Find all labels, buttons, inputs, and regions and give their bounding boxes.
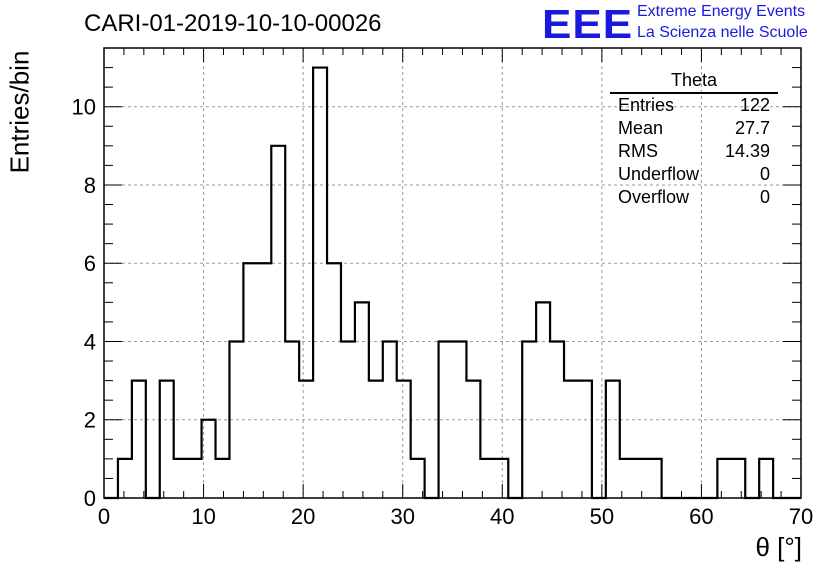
y-tick-label: 4: [84, 329, 96, 354]
stats-value: 122: [739, 95, 770, 115]
stats-row: Underflow 0: [610, 163, 778, 186]
stats-row: Entries 122: [610, 94, 778, 117]
stats-value: 27.7: [734, 118, 770, 138]
stats-value: 0: [759, 164, 770, 184]
y-tick-label: 0: [84, 486, 96, 511]
logo-subtitle-2: La Scienza nelle Scuole: [637, 24, 808, 41]
y-tick-label: 2: [84, 408, 96, 433]
plot-frame: [103, 47, 802, 499]
x-tick-label: 30: [390, 504, 414, 529]
stats-row: RMS 14.39: [610, 140, 778, 163]
logo-subtitle-1: Extreme Energy Events: [637, 3, 806, 20]
x-tick-label: 70: [789, 504, 813, 529]
stats-value: 14.39: [724, 141, 770, 161]
stats-label: RMS: [618, 141, 658, 161]
x-tick-label: 20: [291, 504, 315, 529]
eee-logo: EEE: [542, 2, 634, 48]
x-tick-label: 50: [590, 504, 614, 529]
stats-value: 0: [759, 187, 770, 207]
stats-row: Mean 27.7: [610, 117, 778, 140]
stats-box: Theta Entries 122 Mean 27.7 RMS 14.39 Un…: [610, 70, 778, 209]
chart-title: CARI-01-2019-10-10-00026: [84, 10, 382, 37]
y-tick-label: 10: [72, 95, 96, 120]
y-tick-label: 6: [84, 251, 96, 276]
stats-label: Mean: [618, 118, 664, 138]
stats-label: Entries: [618, 95, 675, 115]
x-tick-label: 10: [191, 504, 215, 529]
y-axis-label: Entries/bin: [4, 50, 35, 174]
stats-label: Underflow: [618, 164, 700, 184]
stats-label: Overflow: [618, 187, 690, 207]
x-tick-label: 0: [98, 504, 110, 529]
x-tick-label: 60: [689, 504, 713, 529]
y-tick-label: 8: [84, 173, 96, 198]
stats-row: Overflow 0: [610, 186, 778, 209]
x-tick-label: 40: [490, 504, 514, 529]
x-axis-label: θ [°]: [755, 532, 802, 562]
stats-title: Theta: [610, 70, 778, 94]
histogram-line: [104, 66, 801, 500]
